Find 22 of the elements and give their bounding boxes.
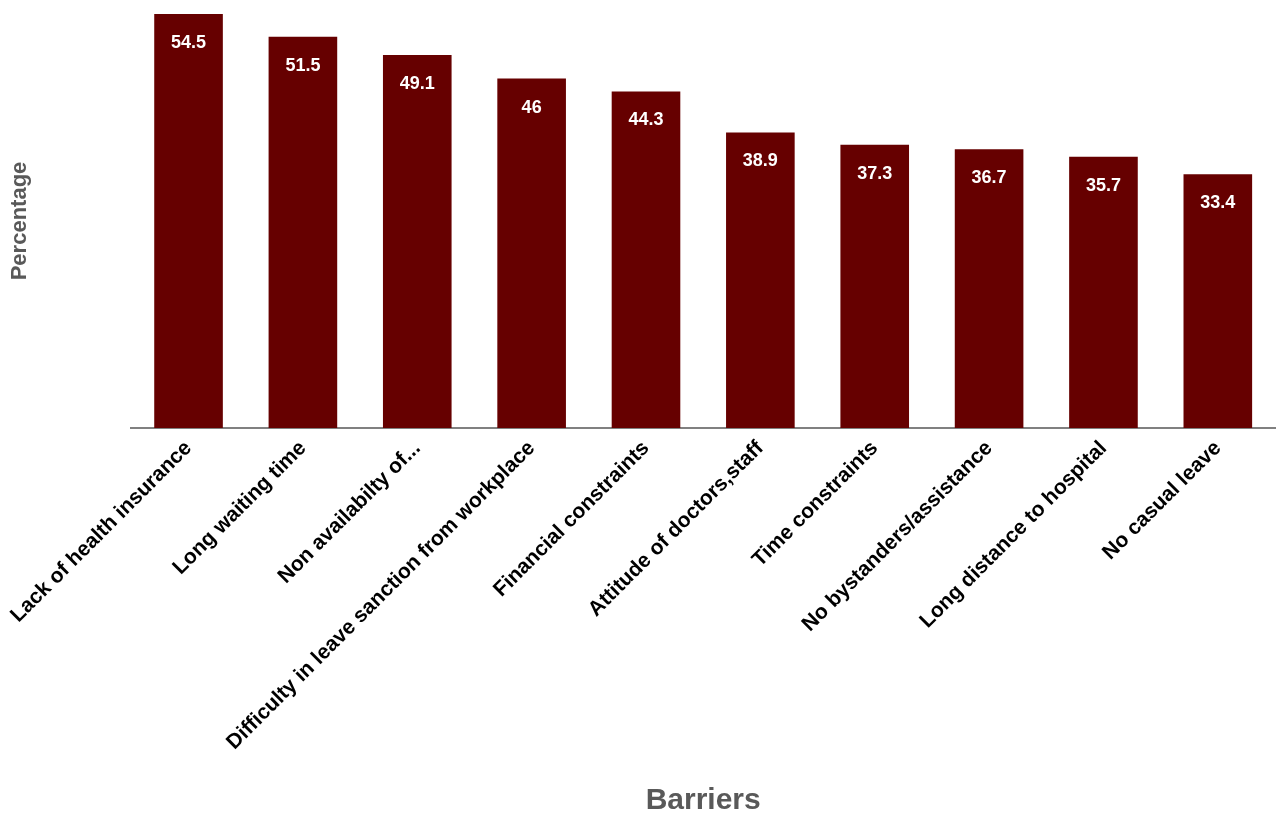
data-label: 37.3	[857, 162, 893, 183]
bar	[382, 55, 452, 428]
bar	[840, 144, 910, 428]
bar	[611, 91, 681, 428]
data-label: 38.9	[742, 150, 778, 171]
data-label: 36.7	[971, 167, 1007, 188]
data-label: 44.3	[628, 109, 664, 130]
data-label: 54.5	[171, 31, 207, 52]
data-label: 49.1	[399, 72, 435, 93]
bar	[726, 132, 795, 428]
data-label: 33.4	[1200, 192, 1236, 213]
x-axis-title: Barriers	[645, 782, 761, 816]
data-label: 51.5	[285, 54, 321, 75]
data-label: 35.7	[1085, 174, 1121, 195]
bar	[154, 14, 223, 428]
y-axis-title: Percentage	[6, 161, 32, 281]
bar	[1069, 156, 1138, 428]
data-label: 46	[521, 96, 542, 117]
bar	[954, 149, 1024, 428]
bar	[1183, 174, 1253, 428]
bar	[268, 36, 338, 428]
bar	[497, 78, 566, 428]
